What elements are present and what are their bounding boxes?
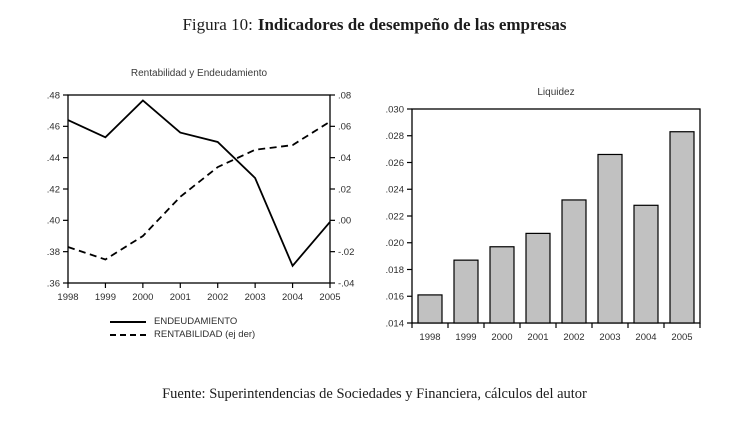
source-caption: Fuente: Superintendencias de Sociedades … [162,386,587,402]
svg-text:.38: .38 [47,247,60,258]
svg-text:2002: 2002 [563,332,584,343]
svg-text:.48: .48 [47,90,60,101]
bar-chart-liquidez: .030 .028 .026 .024 .022 .020 .018 .016 .014 1998… [386,104,701,343]
svg-text:.014: .014 [386,318,405,329]
svg-text:.018: .018 [386,265,405,276]
svg-text:2003: 2003 [245,292,266,303]
legend-item-endeudamiento: ENDEUDAMIENTO [110,315,255,328]
legend-label: RENTABILIDAD (ej der) [154,329,256,340]
svg-text:1998: 1998 [57,292,78,303]
svg-text:1999: 1999 [455,332,476,343]
svg-text:.028: .028 [386,131,405,142]
svg-text:2005: 2005 [671,332,692,343]
svg-text:.02: .02 [338,184,351,195]
svg-text:2003: 2003 [599,332,620,343]
bar-2003 [597,153,623,324]
svg-text:2004: 2004 [282,292,303,303]
svg-text:2000: 2000 [491,332,512,343]
svg-text:2004: 2004 [635,332,656,343]
svg-text:-.02: -.02 [338,247,354,258]
svg-text:1998: 1998 [419,332,440,343]
svg-text:.026: .026 [386,158,405,169]
svg-text:.36: .36 [47,278,60,289]
svg-text:.46: .46 [47,122,60,133]
line-chart-rentabilidad-endeudamiento: .48 .46 .44 .42 .40 .38 .36 .08 .06 .04 .02 .00 -.02… [47,90,355,303]
line-chart-legend: ENDEUDAMIENTO RENTABILIDAD (ej der) [110,315,255,341]
svg-text:.020: .020 [386,238,405,249]
svg-text:.44: .44 [47,153,60,164]
svg-text:2002: 2002 [207,292,228,303]
figure-number: Figura 10: [182,15,253,34]
svg-text:.016: .016 [386,292,405,303]
bar-1998 [417,294,443,324]
bar-2000 [489,246,515,324]
svg-text:.42: .42 [47,184,60,195]
svg-text:.04: .04 [338,153,351,164]
bar-chart-title: Liquidez [537,87,575,98]
solid-line-sample-icon [110,320,146,323]
svg-text:.06: .06 [338,122,351,133]
bar-2001 [525,232,551,324]
svg-text:.00: .00 [338,216,351,227]
svg-text:2005: 2005 [319,292,340,303]
dashed-line-sample-icon [110,333,146,336]
svg-text:.024: .024 [386,185,405,196]
svg-text:.022: .022 [386,211,405,222]
line-chart-title: Rentabilidad y Endeudamiento [130,68,268,79]
svg-text:2001: 2001 [527,332,548,343]
svg-text:.030: .030 [386,104,405,115]
figure-title: Figura 10: Indicadores de desempeño de la… [0,15,749,35]
svg-text:2001: 2001 [170,292,191,303]
bar-2004 [633,204,659,324]
svg-text:.40: .40 [47,216,60,227]
bar-2002 [561,199,587,324]
svg-text:.08: .08 [338,90,351,101]
legend-label: ENDEUDAMIENTO [154,316,238,327]
svg-text:-.04: -.04 [338,278,354,289]
bar-2005 [669,131,695,324]
figure-title-text: Indicadores de desempeño de las empresas [257,15,567,34]
svg-text:2000: 2000 [132,292,153,303]
bar-1999 [453,259,479,324]
legend-item-rentabilidad: RENTABILIDAD (ej der) [110,328,255,341]
svg-text:1999: 1999 [95,292,116,303]
